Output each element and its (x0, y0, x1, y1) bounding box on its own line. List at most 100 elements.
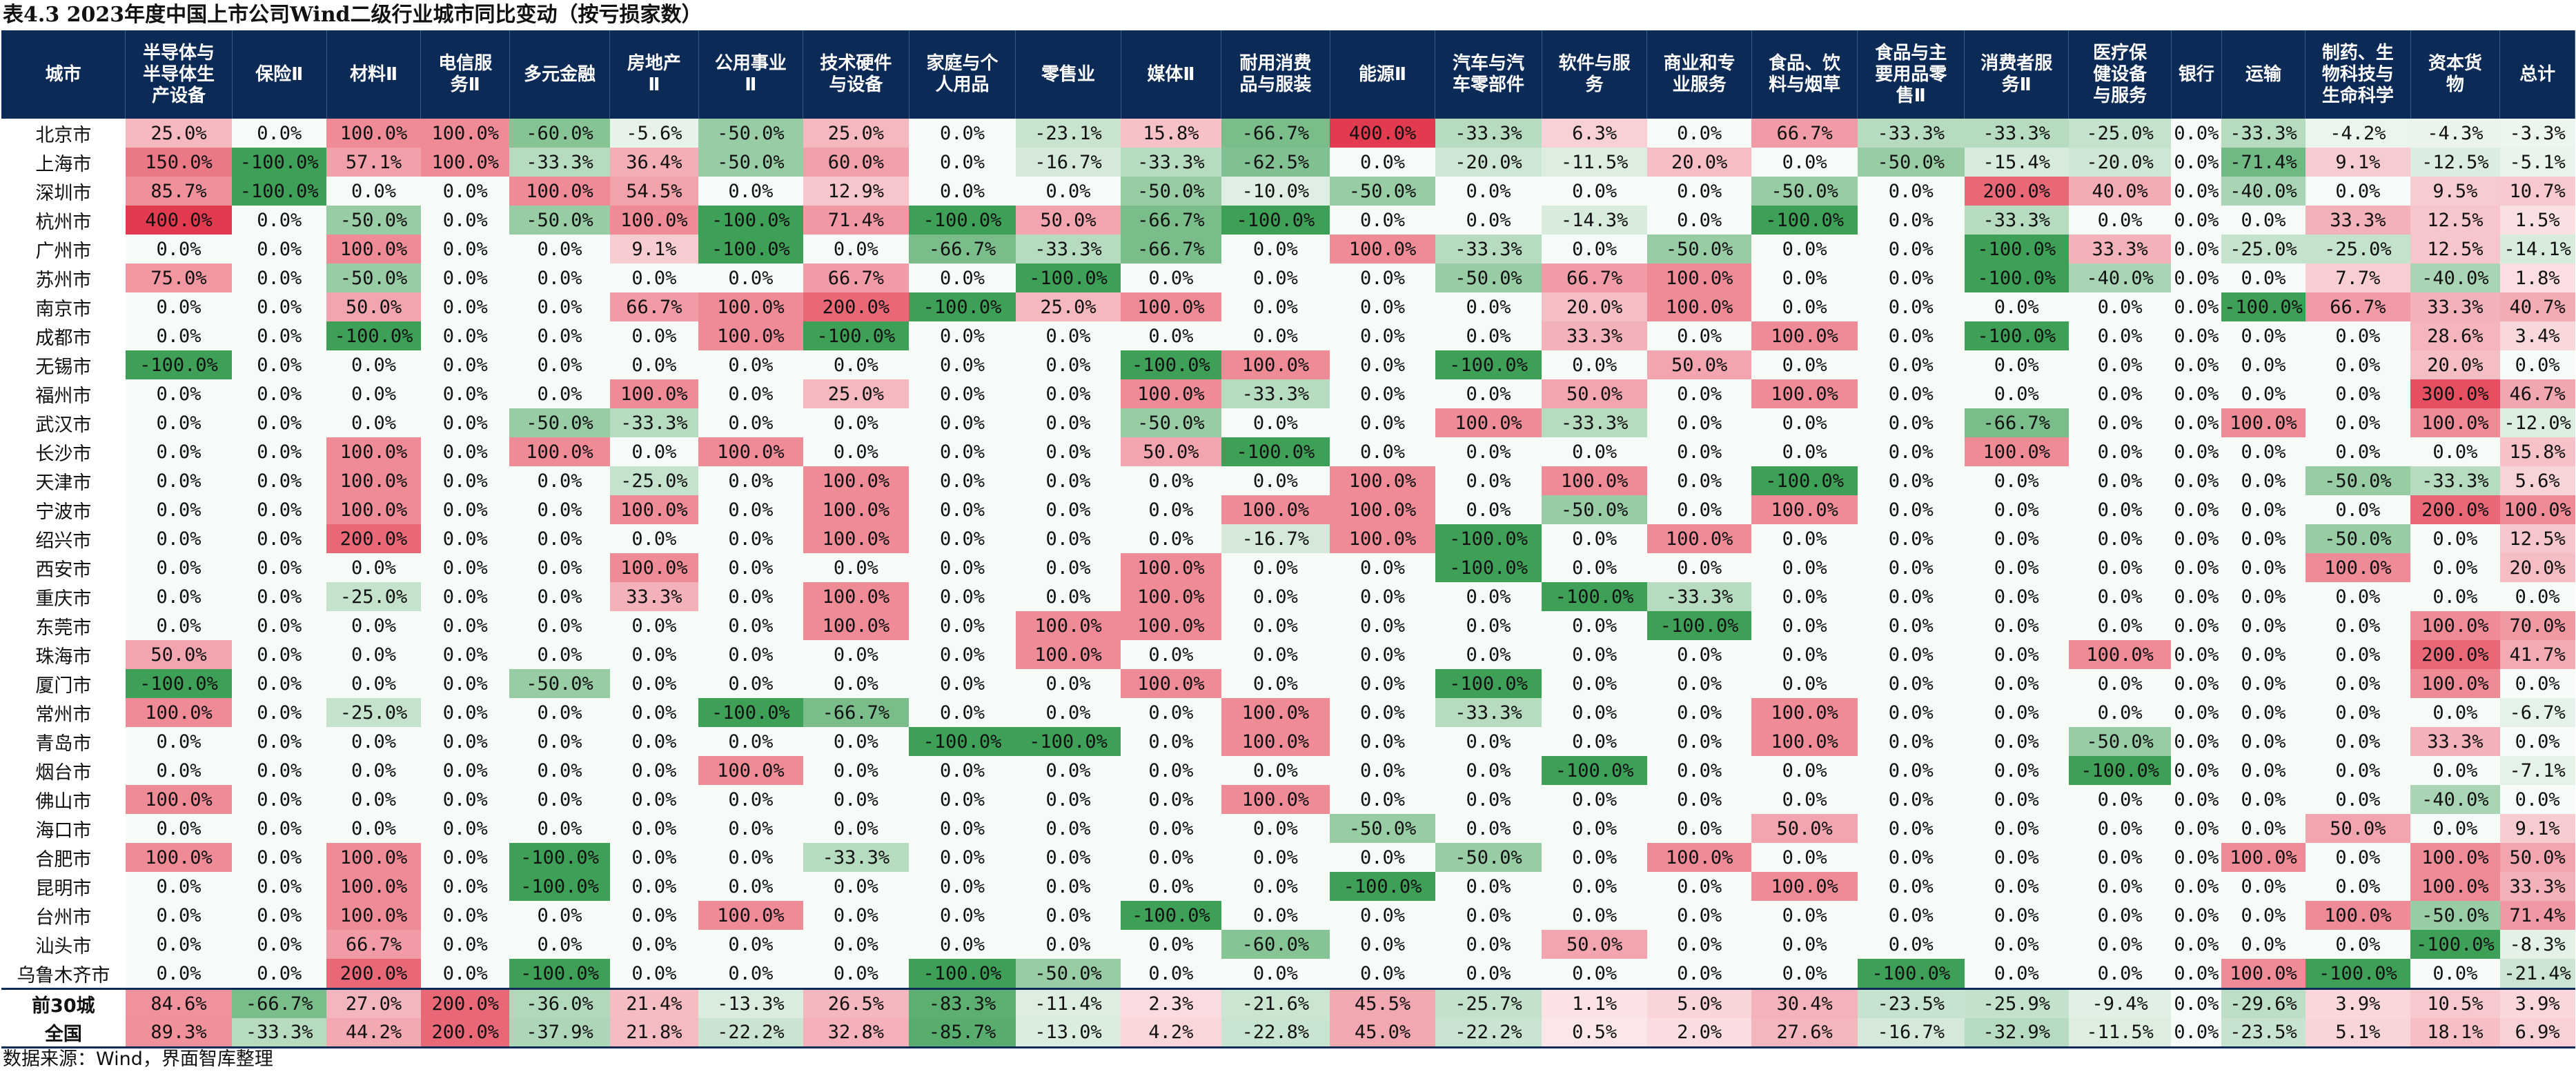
cell-value: 100.0% (326, 437, 421, 466)
cell-value: 0.0% (803, 235, 910, 263)
cell-value: 0.0% (420, 843, 510, 872)
table-row: 上海市 150.0% -100.0% 57.1% 100.0% -33.3% 36.4% -5… (1, 148, 2575, 177)
cell-value: -4.3% (2410, 119, 2500, 148)
cell-value: 0.0% (420, 959, 510, 989)
cell-value: 20.0% (2499, 553, 2575, 582)
cell-value: 0.0% (2171, 727, 2222, 756)
cell-value: 0.0% (2221, 437, 2305, 466)
cell-value: 100.0% (1121, 379, 1221, 408)
cell-value: 45.5% (1330, 988, 1435, 1018)
cell-value: 0.0% (1221, 292, 1330, 321)
cell-value: -11.5% (2068, 1018, 2172, 1048)
cell-value: 0.0% (2068, 698, 2172, 727)
cell-value: 0.0% (909, 379, 1016, 408)
city-name: 苏州市 (35, 269, 92, 291)
cell-value: 100.0% (1221, 785, 1330, 814)
table-row: 福州市 0.0% 0.0% 0.0% 0.0% 0.0% 100.0% 0.0% 25.0% 0.… (1, 379, 2575, 408)
cell-value: 0.0% (2221, 930, 2305, 959)
cell-value: 0.0% (232, 930, 327, 959)
cell-value: 0.0% (1542, 177, 1647, 206)
cell-value: 0.0% (1015, 524, 1121, 553)
cell-value: -33.3% (1857, 119, 1965, 148)
cell-value: -100.0% (1646, 611, 1752, 640)
cell-value: 0.0% (2305, 756, 2411, 785)
cell-value: 0.0% (1435, 321, 1542, 350)
cell-value: 0.0% (1435, 495, 1542, 524)
cell-value: 0.0% (1015, 756, 1121, 785)
table-row: 绍兴市 0.0% 0.0% 200.0% 0.0% 0.0% 0.0% 0.0% 100.0% 0… (1, 524, 2575, 553)
table-row: 昆明市 0.0% 0.0% 100.0% 0.0% -100.0% 0.0% 0.0% 0.0%… (1, 872, 2575, 901)
cell-value: 50.0% (1542, 379, 1647, 408)
column-header: 软件与服 务 (1542, 30, 1648, 119)
cell-value: 0.0% (1857, 321, 1965, 350)
cell-value: 0.0% (1015, 843, 1121, 872)
cell-value: 100.0% (698, 901, 803, 930)
cell-value: 100.0% (698, 321, 803, 350)
cell-value: 0.0% (2221, 379, 2305, 408)
city-name: 厦门市 (35, 675, 92, 697)
cell-value: 0.0% (2068, 437, 2172, 466)
city-name: 汕头市 (35, 935, 92, 957)
city-name: 宁波市 (35, 501, 92, 523)
cell-value: -100.0% (1121, 350, 1221, 379)
cell-value: 0.0% (2305, 379, 2411, 408)
cell-value: -100.0% (1015, 727, 1121, 756)
cell-value: 0.0% (1330, 698, 1435, 727)
cell-value: 0.0% (232, 640, 327, 669)
table-row: 成都市 0.0% 0.0% -100.0% 0.0% 0.0% 0.0% 100.0% -100… (1, 321, 2575, 350)
cell-value: 0.0% (2221, 640, 2305, 669)
cell-value: 100.0% (326, 901, 421, 930)
cell-value: 0.0% (803, 669, 910, 698)
cell-value: 100.0% (509, 437, 610, 466)
cell-value: -40.0% (2068, 263, 2172, 292)
cell-value: -100.0% (909, 292, 1016, 321)
cell-value: 0.0% (1121, 814, 1221, 843)
cell-value: -100.0% (1542, 756, 1647, 785)
cell-value: 0.0% (909, 263, 1016, 292)
cell-value: 0.0% (1857, 553, 1965, 582)
cell-value: 0.0% (2221, 727, 2305, 756)
cell-value: 0.0% (420, 640, 510, 669)
cell-value: -13.3% (698, 988, 803, 1018)
cell-value: 0.0% (1542, 843, 1647, 872)
cell-value: 0.0% (2410, 582, 2500, 611)
cell-value: 100.0% (1646, 524, 1752, 553)
cell-value: 100.0% (1121, 292, 1221, 321)
cell-value: 0.0% (909, 466, 1016, 495)
cell-value: 0.0% (232, 901, 327, 930)
cell-value: -13.0% (1015, 1018, 1121, 1048)
cell-value: 0.0% (1857, 206, 1965, 235)
cell-value: 0.0% (1751, 553, 1858, 582)
cell-value: 100.0% (1435, 408, 1542, 437)
city-name: 南京市 (35, 298, 92, 320)
cell-value: 0.0% (125, 872, 233, 901)
cell-value: 100.0% (609, 379, 699, 408)
cell-value: 0.0% (2410, 756, 2500, 785)
cell-value: 33.3% (2499, 872, 2575, 901)
cell-value: -50.0% (1121, 177, 1221, 206)
cell-value: 0.0% (1857, 756, 1965, 785)
cell-value: 0.0% (1435, 872, 1542, 901)
cell-value: 66.7% (1751, 119, 1858, 148)
cell-value: -25.7% (1435, 988, 1542, 1018)
cell-value: 0.0% (2171, 148, 2222, 177)
cell-value: 0.0% (232, 263, 327, 292)
cell-value: 0.0% (232, 206, 327, 235)
cell-value: -23.1% (1015, 119, 1121, 148)
cell-value: -4.2% (2305, 119, 2411, 148)
city-name: 上海市 (35, 153, 92, 175)
cell-value: 0.0% (1015, 901, 1121, 930)
cell-value: 0.0% (1121, 727, 1221, 756)
cell-value: 100.0% (420, 119, 510, 148)
column-header: 耐用消费 品与服装 (1221, 30, 1330, 119)
table-row: 长沙市 0.0% 0.0% 100.0% 0.0% 100.0% 0.0% 100.0% 0.0… (1, 437, 2575, 466)
cell-value: -50.0% (1330, 177, 1435, 206)
city-name: 武汉市 (35, 414, 92, 436)
cell-value: 0.0% (232, 814, 327, 843)
cell-value: 100.0% (1121, 611, 1221, 640)
cell-value: 0.0% (2171, 350, 2222, 379)
cell-value: 0.0% (1857, 292, 1965, 321)
cell-value: 0.0% (909, 408, 1016, 437)
cell-value: 0.0% (232, 495, 327, 524)
cell-value: 0.0% (1857, 379, 1965, 408)
